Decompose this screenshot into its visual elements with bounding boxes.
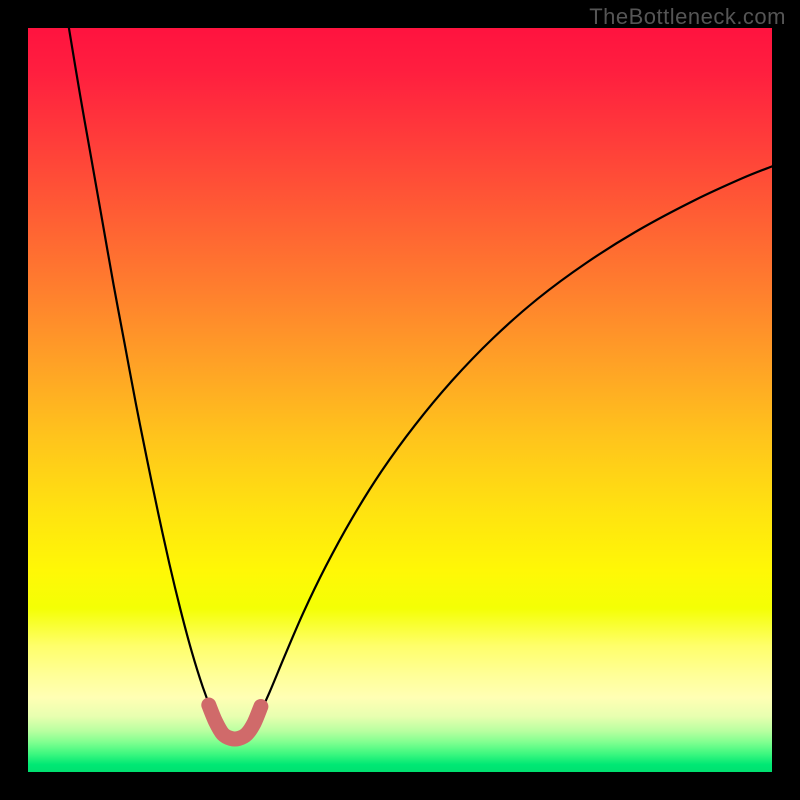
plot-area: [28, 28, 772, 772]
trough-marker: [209, 705, 261, 739]
watermark-text: TheBottleneck.com: [589, 4, 786, 30]
bottleneck-curve: [69, 28, 772, 736]
curve-layer: [28, 28, 772, 772]
